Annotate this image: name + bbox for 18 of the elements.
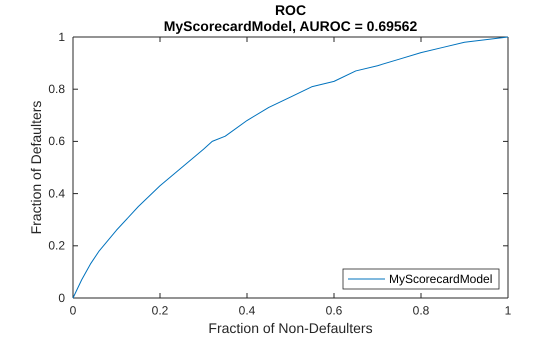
chart-subtitle: MyScorecardModel, AUROC = 0.69562	[164, 18, 418, 34]
x-tick-label: 1	[504, 304, 512, 318]
y-tick-label: 0.8	[48, 82, 66, 96]
y-axis-title: Fraction of Defaulters	[28, 100, 44, 234]
x-tick-label: 0.2	[152, 304, 169, 318]
x-tick-label: 0	[70, 304, 77, 318]
y-tick-label: 0.6	[48, 134, 66, 148]
x-tick-label: 0.4	[238, 304, 256, 318]
legend-label: MyScorecardModel	[389, 272, 492, 286]
y-tick-label: 0	[58, 290, 66, 305]
chart-title: ROC	[274, 2, 306, 18]
y-tick-label: 1	[58, 30, 66, 44]
y-tick-label: 0.2	[48, 238, 66, 253]
x-axis-title: Fraction of Non-Defaulters	[208, 320, 373, 336]
x-tick-label: 0.6	[326, 304, 343, 318]
line-series	[72, 36, 508, 298]
x-tick-label: 0.8	[412, 304, 430, 318]
y-tick-label: 0.4	[48, 186, 66, 200]
